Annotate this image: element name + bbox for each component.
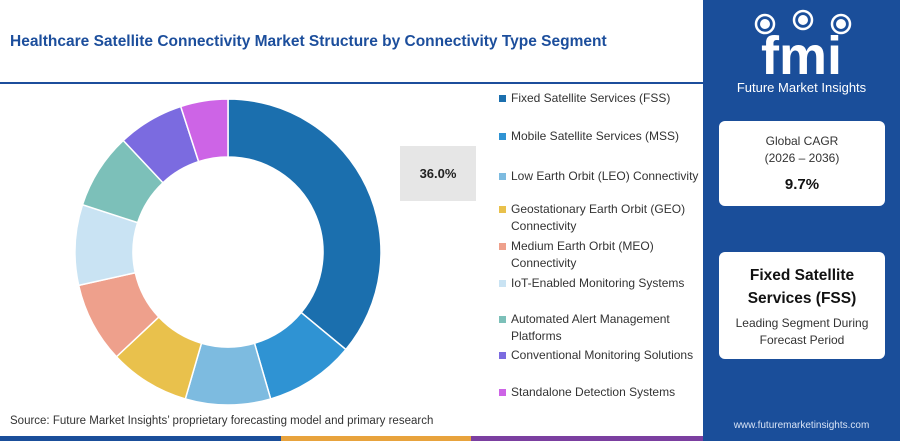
legend-label: Medium Earth Orbit (MEO) Connectivity bbox=[511, 239, 654, 270]
donut-slice-1 bbox=[227, 98, 382, 351]
cagr-period: (2026 – 2036) bbox=[764, 151, 840, 165]
title-divider bbox=[0, 82, 703, 84]
chart-panel: Healthcare Satellite Connectivity Market… bbox=[0, 33, 703, 441]
cagr-value: 9.7% bbox=[784, 176, 820, 193]
legend-label: Low Earth Orbit (LEO) Connectivity bbox=[511, 169, 699, 183]
legend-swatch bbox=[499, 352, 506, 359]
legend-item-2: Mobile Satellite Services (MSS) bbox=[499, 128, 699, 145]
brand-logo: fmi Future Market Insights bbox=[703, 0, 900, 105]
legend-label: Fixed Satellite Services (FSS) bbox=[511, 91, 671, 105]
legend-item-7: Automated Alert Management Platforms bbox=[499, 311, 699, 344]
donut-chart bbox=[74, 98, 382, 406]
legend-item-1: Fixed Satellite Services (FSS) bbox=[499, 90, 699, 107]
cagr-label: Global CAGR bbox=[765, 134, 839, 148]
fmi-logo-icon: fmi bbox=[754, 9, 852, 86]
legend-swatch bbox=[499, 173, 506, 180]
website-url: www.futuremarketinsights.com bbox=[733, 420, 870, 431]
legend-swatch bbox=[499, 280, 506, 287]
accent-segment-orange bbox=[281, 436, 471, 441]
legend-label: Conventional Monitoring Solutions bbox=[511, 348, 694, 362]
legend-item-4: Geostationary Earth Orbit (GEO) Connecti… bbox=[499, 201, 699, 234]
leading-segment-card: Fixed Satellite Services (FSS) Leading S… bbox=[719, 252, 885, 359]
leading-segment-name: Fixed Satellite Services (FSS) bbox=[747, 267, 857, 307]
source-note: Source: Future Market Insights’ propriet… bbox=[10, 415, 434, 427]
accent-segment-purple bbox=[470, 436, 703, 441]
legend-item-6: IoT-Enabled Monitoring Systems bbox=[499, 275, 699, 292]
svg-text:fmi: fmi bbox=[761, 26, 842, 80]
legend-label: Standalone Detection Systems bbox=[511, 385, 676, 399]
legend-label: Geostationary Earth Orbit (GEO) Connecti… bbox=[511, 202, 686, 233]
legend-label: Automated Alert Management Platforms bbox=[511, 312, 670, 343]
donut-slice-9 bbox=[179, 98, 229, 163]
legend-swatch bbox=[499, 133, 506, 140]
accent-segment-blue bbox=[0, 436, 282, 441]
chart-title: Healthcare Satellite Connectivity Market… bbox=[10, 33, 607, 50]
cagr-card: Global CAGR (2026 – 2036) 9.7% bbox=[719, 121, 885, 206]
legend-item-3: Low Earth Orbit (LEO) Connectivity bbox=[499, 168, 699, 185]
legend-swatch bbox=[499, 95, 506, 102]
callout-value: 36.0% bbox=[400, 146, 476, 201]
legend-swatch bbox=[499, 206, 506, 213]
brand-tagline: Future Market Insights bbox=[736, 80, 867, 95]
leading-segment-subtitle: Leading Segment During Forecast Period bbox=[735, 316, 869, 347]
legend-label: Mobile Satellite Services (MSS) bbox=[511, 129, 680, 143]
legend-swatch bbox=[499, 316, 506, 323]
bottom-accent-bar bbox=[0, 436, 703, 441]
legend-item-5: Medium Earth Orbit (MEO) Connectivity bbox=[499, 238, 699, 271]
legend-swatch bbox=[499, 243, 506, 250]
legend-swatch bbox=[499, 389, 506, 396]
side-panel: fmi Future Market Insights Global CAGR (… bbox=[703, 0, 900, 441]
legend-item-8: Conventional Monitoring Solutions bbox=[499, 347, 699, 364]
legend-item-9: Standalone Detection Systems bbox=[499, 384, 699, 401]
legend-label: IoT-Enabled Monitoring Systems bbox=[511, 276, 685, 290]
